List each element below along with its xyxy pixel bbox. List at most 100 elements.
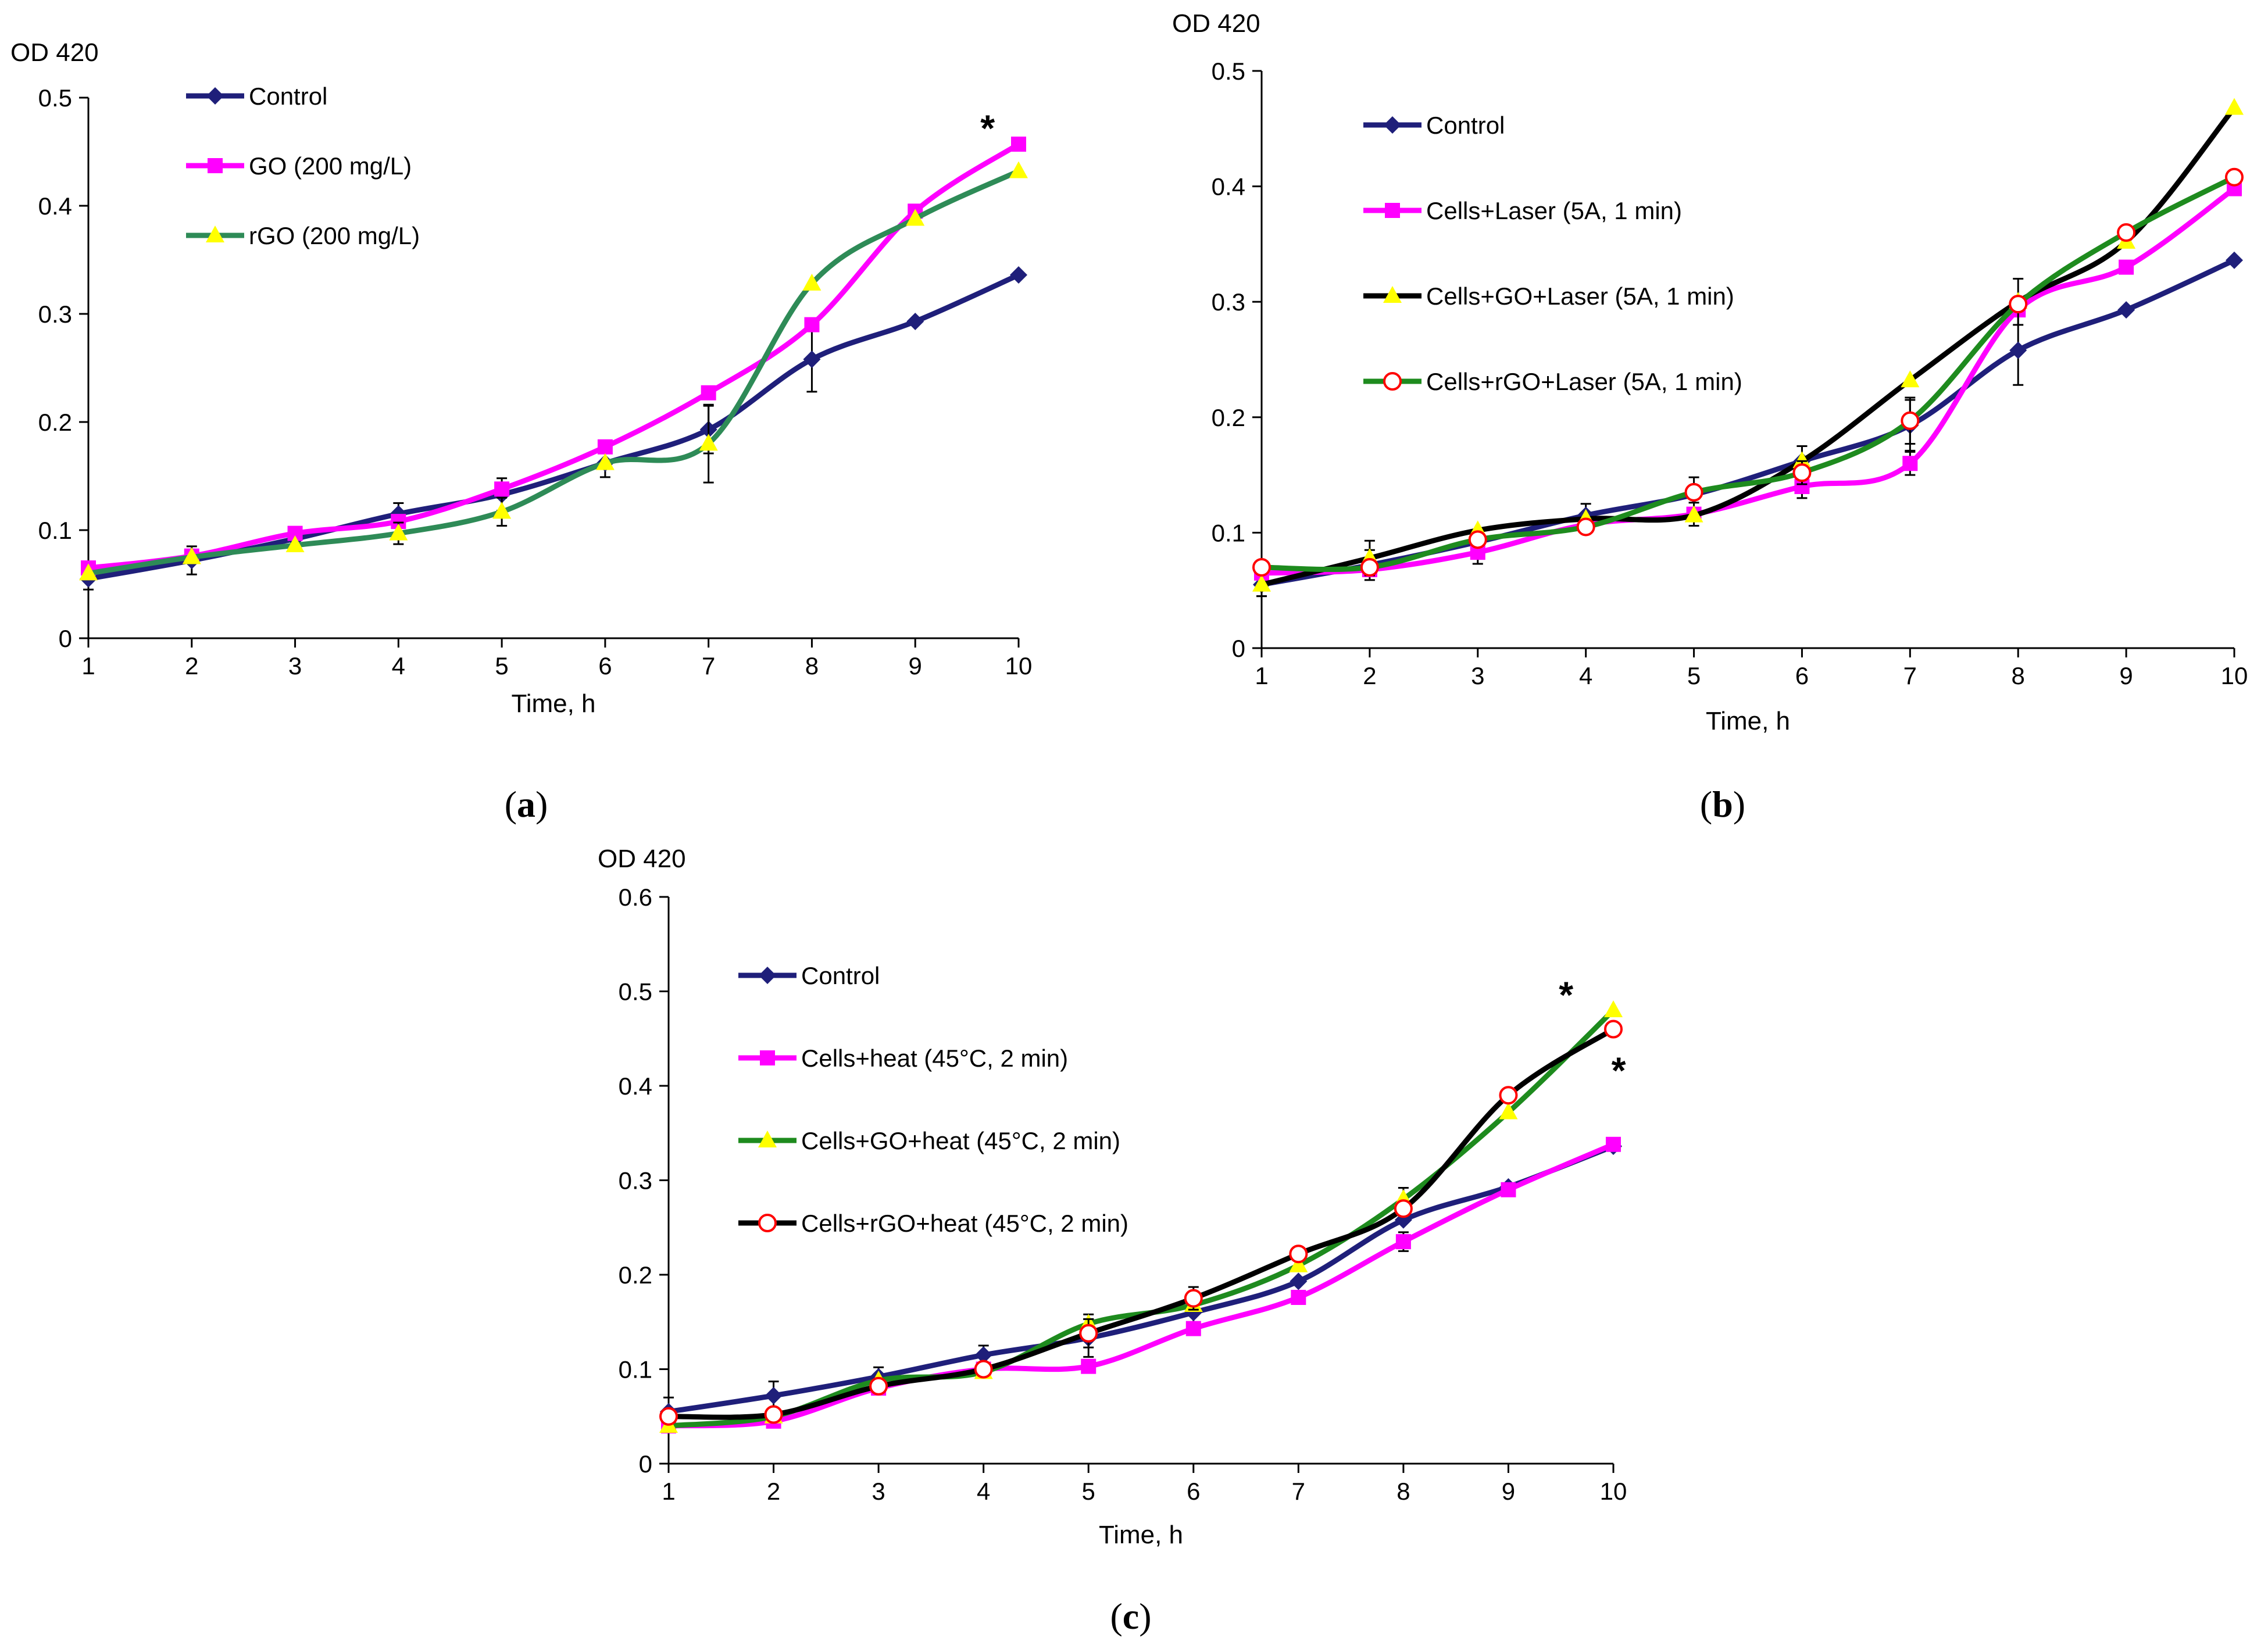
legend-marker [759,967,776,984]
y-tick-label: 0.3 [1212,288,1245,316]
legend-label: Cells+GO+heat (45°C, 2 min) [801,1127,1120,1154]
data-point [285,535,305,553]
x-tick-label: 5 [495,652,508,680]
series-0 [80,266,1027,591]
x-tick-label: 2 [1363,662,1376,689]
x-tick-label: 4 [1579,662,1592,689]
data-point [2009,341,2027,359]
panel-label: (c) [1110,1596,1151,1637]
data-point [2119,259,2134,275]
y-tick-label: 0.1 [38,517,72,544]
x-tick-label: 7 [702,652,715,680]
x-tick-label: 5 [1687,662,1701,689]
x-tick-label: 10 [1005,652,1033,680]
series-3 [1252,167,2244,577]
data-point [1184,1289,1203,1308]
legend-marker [206,87,224,105]
x-tick-label: 3 [1471,662,1484,689]
x-tick-label: 4 [392,652,405,680]
y-axis-label: OD 420 [1172,9,1260,38]
panel-c: 0 0.1 0.2 0.3 0.4 0.5 0.6 1 2 3 4 5 6 7 8 9 10 OD 420 Time… [598,845,1627,1637]
y-tick-label: 0.5 [1212,58,1245,85]
data-point [699,434,718,451]
legend-entry: GO (200 mg/L) [186,152,412,180]
legend-marker [1385,203,1400,218]
legend-label: Control [1426,112,1505,139]
data-point [1081,1358,1097,1374]
legend-label: Control [249,83,327,110]
data-point [1501,1182,1516,1197]
legend-label: GO (200 mg/L) [249,152,412,180]
y-tick-label: 0.4 [38,192,72,220]
data-point [1684,505,1703,523]
legend-label: Control [801,962,880,989]
data-point [1289,1245,1308,1264]
data-point [701,385,716,400]
data-point [1684,482,1703,502]
legend-label: Cells+heat (45°C, 2 min) [801,1045,1068,1072]
data-point [1290,1272,1308,1290]
legend-marker [1383,372,1402,391]
y-tick-label: 0.2 [619,1261,652,1289]
series-2 [1252,98,2244,598]
series-line [1259,186,2237,576]
data-point [182,547,201,564]
legend-marker [206,226,224,242]
x-tick-label: 7 [1292,1478,1305,1505]
data-point [1291,1290,1306,1305]
data-point [764,1405,783,1424]
y-tick-label: 0.1 [619,1356,652,1383]
x-tick-label: 8 [805,652,819,680]
legend-marker [760,1050,775,1065]
data-point [1901,411,1920,430]
y-tick-label: 0.5 [619,978,652,1006]
y-tick-label: 0.4 [1212,173,1245,201]
series-2 [79,161,1028,581]
series-line [666,1143,1616,1415]
data-point [2225,98,2244,115]
x-tick-label: 4 [977,1478,990,1505]
data-point [1499,1086,1518,1105]
data-point [765,1387,783,1404]
x-tick-label: 9 [1502,1478,1515,1505]
legend-marker [758,1131,777,1147]
data-point [974,1346,992,1364]
data-point [974,1360,993,1379]
series-line [666,1142,1616,1429]
y-tick-label: 0.2 [1212,404,1245,431]
legend-entry: Control [738,962,880,989]
y-tick-label: 0.5 [38,84,72,112]
legend-label: Cells+rGO+heat (45°C, 2 min) [801,1210,1128,1237]
data-point [802,273,822,291]
data-point [1604,1000,1623,1017]
y-tick-label: 0 [59,625,72,652]
legend-entry: Cells+rGO+heat (45°C, 2 min) [738,1210,1128,1237]
data-point [2009,295,2028,314]
data-point [389,523,408,541]
x-tick-label: 6 [1187,1478,1200,1505]
legend-label: Cells+Laser (5A, 1 min) [1426,197,1682,224]
x-tick-label: 5 [1082,1478,1095,1505]
data-point [1394,1199,1413,1218]
series-line [85,272,1022,582]
data-point [659,1407,678,1426]
series-0 [660,1138,1622,1427]
x-tick-label: 1 [662,1478,675,1505]
y-tick-label: 0.1 [1212,519,1245,546]
data-point [1011,136,1026,152]
series-line [85,141,1022,571]
data-point [2117,223,2136,242]
significance-star: * [1559,974,1573,1016]
x-tick-label: 2 [767,1478,780,1505]
series-line [1259,105,2237,588]
y-axis-label: OD 420 [10,38,99,67]
panel-a: 0 0.1 0.2 0.3 0.4 0.5 1 2 3 4 5 6 7 8 9 10 OD 420 Time, h… [10,38,1032,825]
y-tick-label: 0 [1232,635,1245,662]
x-tick-label: 1 [1255,662,1268,689]
x-tick-label: 1 [81,652,95,680]
data-point [2117,301,2135,319]
legend-entry: Control [1363,112,1505,139]
data-point [1792,463,1812,482]
data-point [1395,1234,1411,1250]
